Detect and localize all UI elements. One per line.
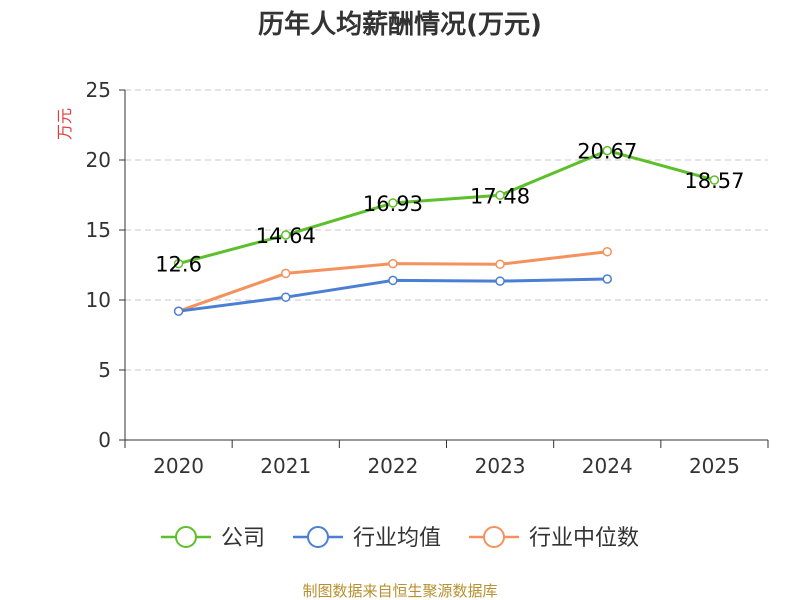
grid-lines — [125, 89, 768, 371]
legend-label: 行业中位数 — [529, 526, 639, 551]
data-point — [388, 198, 398, 208]
data-label: 12.6 — [155, 253, 202, 277]
data-point — [281, 268, 291, 279]
data-label: 17.48 — [470, 184, 530, 208]
data-point — [173, 258, 184, 269]
legend: 公司 行业均值 行业中位数 — [161, 526, 639, 551]
y-tick-label: 10 — [86, 288, 111, 312]
data-point — [173, 306, 184, 316]
data-point — [602, 145, 612, 156]
data-point — [709, 175, 720, 185]
y-axis-label: 万元 — [55, 108, 74, 140]
legend-marker — [483, 526, 505, 548]
data-point — [281, 230, 291, 240]
x-tick-label: 2020 — [153, 454, 204, 478]
series-group — [173, 145, 720, 316]
legend-label: 行业均值 — [353, 526, 441, 551]
legend-label: 公司 — [221, 526, 265, 551]
legend-marker — [175, 526, 197, 548]
x-tick-label: 2025 — [689, 454, 740, 478]
data-point — [388, 275, 398, 286]
legend-item-0: 公司 — [161, 526, 265, 551]
data-label: 14.64 — [256, 224, 316, 248]
x-tick-label: 2021 — [260, 454, 311, 478]
legend-item-1: 行业均值 — [293, 526, 441, 551]
data-labels: 12.6 14.64 16.93 17.48 20.67 18.57 — [155, 140, 744, 277]
series-line-0 — [177, 149, 716, 266]
source-note: 制图数据来自恒生聚源数据库 — [302, 582, 497, 600]
x-tick-label: 2023 — [475, 454, 526, 478]
data-label: 18.57 — [684, 169, 744, 193]
x-tick-label: 2022 — [367, 454, 418, 478]
chart-title: 历年人均薪酬情况(万元) — [258, 9, 542, 40]
data-point — [495, 190, 505, 201]
data-point — [281, 292, 291, 302]
data-point — [495, 276, 505, 286]
y-tick-label: 0 — [98, 428, 111, 452]
data-label: 16.93 — [363, 192, 423, 216]
data-point — [602, 246, 612, 257]
data-label: 20.67 — [577, 140, 637, 164]
y-tick-label: 5 — [98, 358, 111, 382]
x-tick-label: 2024 — [582, 454, 633, 478]
y-tick-label: 25 — [86, 78, 111, 102]
legend-item-2: 行业中位数 — [469, 526, 639, 551]
y-tick-label: 15 — [86, 218, 111, 242]
data-point — [388, 258, 398, 269]
y-tick-label: 20 — [86, 148, 111, 172]
data-point — [495, 259, 505, 270]
data-point — [602, 274, 612, 284]
legend-marker — [307, 526, 329, 548]
